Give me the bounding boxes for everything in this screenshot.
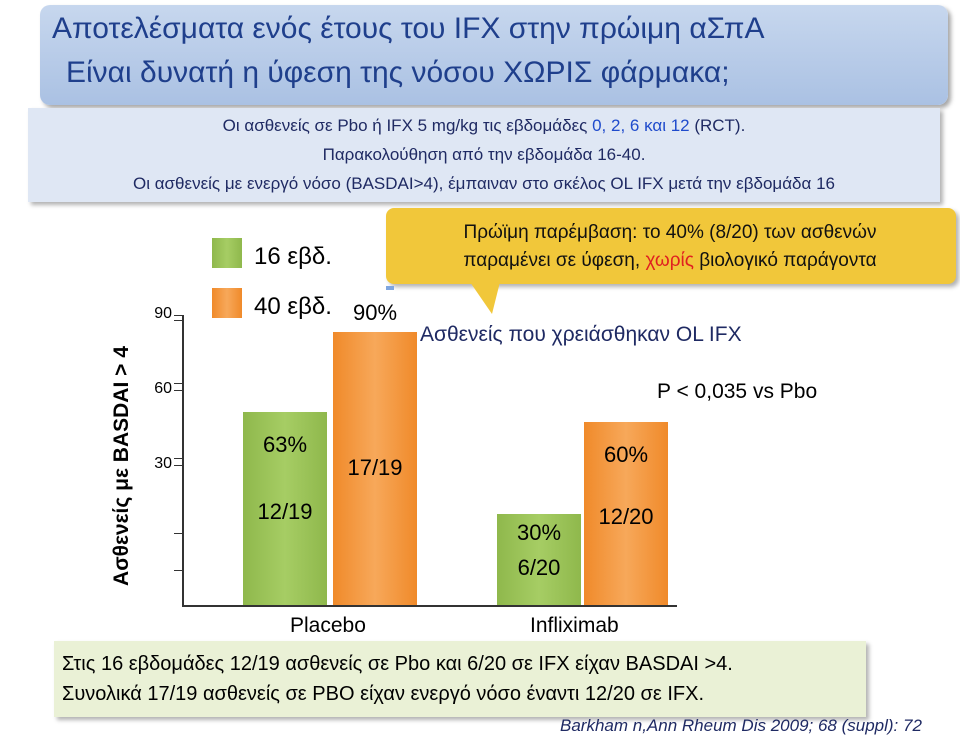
y-minor-tick: [174, 320, 184, 321]
y-major-tick: [174, 390, 184, 391]
bar-percent-label: 30%: [516, 519, 562, 545]
bar-fraction-label: 6/20: [517, 554, 561, 580]
y-major-tick: [174, 465, 184, 466]
bar-infliximab-16w: [497, 513, 581, 605]
y-axis-title: Ασθενείς με BASDAI > 4: [110, 346, 133, 586]
bar-percent-label: 63%: [262, 432, 308, 458]
callout-line-1: Πρώϊμη παρέμβαση: το 40% (8/20) των ασθε…: [463, 222, 877, 243]
ol-ifx-subtitle: Ασθενείς που χρειάσθηκαν OL IFX: [420, 323, 742, 346]
study-info-line-1: Οι ασθενείς σε Pbo ή IFX 5 mg/kg τις εβδ…: [222, 116, 746, 135]
y-minor-tick: [174, 570, 184, 571]
bar-fraction-label: 17/19: [347, 454, 403, 480]
legend-swatch-40w: [212, 288, 242, 318]
slide-title: Αποτελέσματα ενός έτους του IFX στην πρώ…: [52, 12, 765, 45]
legend-label-40w: 40 εβδ.: [254, 293, 332, 320]
legend-swatch-16w: [212, 238, 242, 268]
bar-percent-label: 90%: [352, 300, 398, 326]
callout-connector: [386, 286, 394, 290]
y-tick-label: 30: [154, 455, 172, 472]
callout-pointer: [470, 282, 500, 314]
title-panel: [40, 5, 948, 105]
callout-line-2: παραμένει σε ύφεση, χωρίς βιολογικό παρά…: [463, 250, 877, 271]
summary-panel: [54, 641, 866, 717]
bar-placebo-16w: [243, 412, 327, 605]
study-info-line-3: Οι ασθενείς με ενεργό νόσο (BASDAI>4), έ…: [133, 174, 835, 193]
study-info-panel: [28, 108, 940, 202]
category-label-infliximab: Infliximab: [530, 614, 619, 637]
bar-infliximab-40w: [584, 422, 668, 605]
y-tick-label: 90: [154, 305, 172, 322]
bar-fraction-label: 12/20: [598, 504, 654, 530]
citation: Barkham n,Ann Rheum Dis 2009; 68 (suppl)…: [560, 716, 922, 735]
bar-placebo-40w: [333, 332, 417, 605]
summary-line-2: Συνολικά 17/19 ασθενείς σε PBO είχαν ενε…: [62, 683, 705, 705]
y-axis: [182, 316, 184, 606]
category-label-placebo: Placebo: [290, 614, 366, 637]
y-major-tick: [174, 315, 184, 316]
x-axis: [182, 605, 677, 607]
y-minor-tick: [174, 457, 184, 459]
slide-subtitle: Είναι δυνατή η ύφεση της νόσου ΧΩΡΙΣ φάρ…: [66, 56, 730, 89]
legend-label-16w: 16 εβδ.: [254, 243, 332, 270]
y-minor-tick: [174, 532, 184, 534]
summary-line-1: Στις 16 εβδομάδες 12/19 ασθενείς σε Pbo …: [62, 653, 733, 675]
callout-box: [386, 208, 956, 284]
study-info-line-2: Παρακολούθηση από την εβδομάδα 16-40.: [322, 145, 646, 164]
bar-percent-label: 60%: [603, 442, 649, 467]
y-minor-tick: [174, 382, 184, 384]
y-tick-label: 60: [154, 380, 172, 397]
p-value: P < 0,035 vs Pbo: [657, 380, 818, 403]
bar-fraction-label: 12/19: [257, 499, 313, 525]
